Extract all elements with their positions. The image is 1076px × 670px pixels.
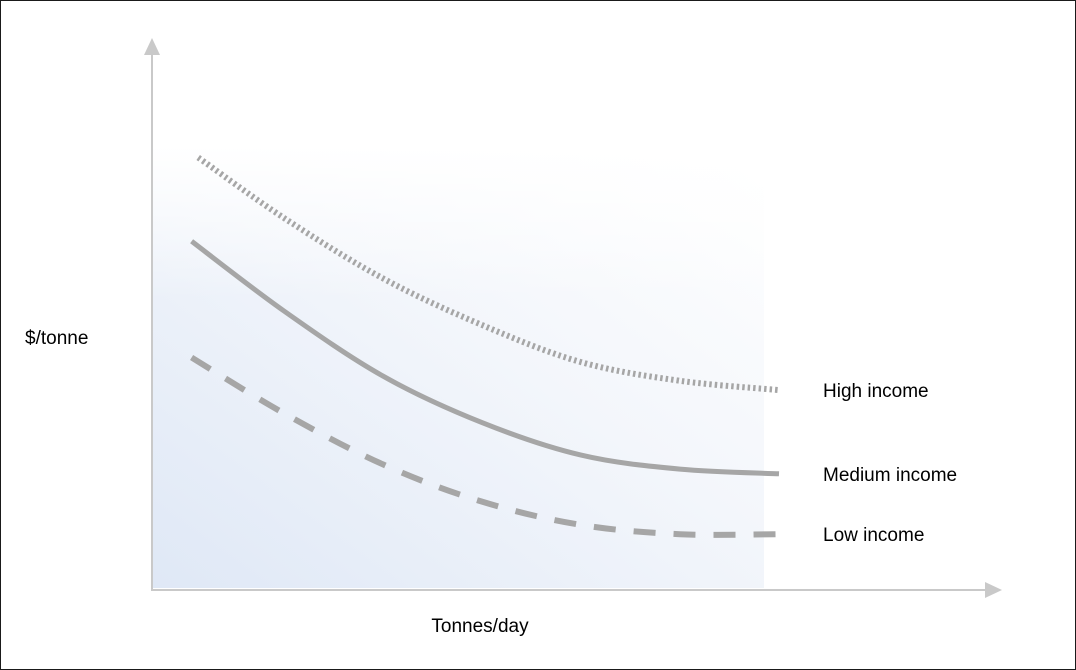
series-label-high-income: High income — [823, 381, 929, 402]
series-line-medium-income — [190, 239, 780, 477]
series-label-medium-income: Medium income — [823, 465, 957, 486]
y-axis-arrow — [144, 38, 160, 55]
series-line-low-income — [190, 354, 780, 538]
series-label-low-income: Low income — [823, 525, 924, 546]
x-axis-arrow — [985, 582, 1002, 598]
x-axis-label: Tonnes/day — [431, 616, 529, 637]
series-labels: High income Medium income Low income — [823, 381, 957, 546]
plot-background-fade — [152, 145, 764, 588]
series-layer — [190, 155, 780, 538]
axes — [144, 38, 1002, 598]
y-axis-label: $/tonne — [25, 328, 88, 349]
series-line-high-income — [196, 155, 780, 394]
